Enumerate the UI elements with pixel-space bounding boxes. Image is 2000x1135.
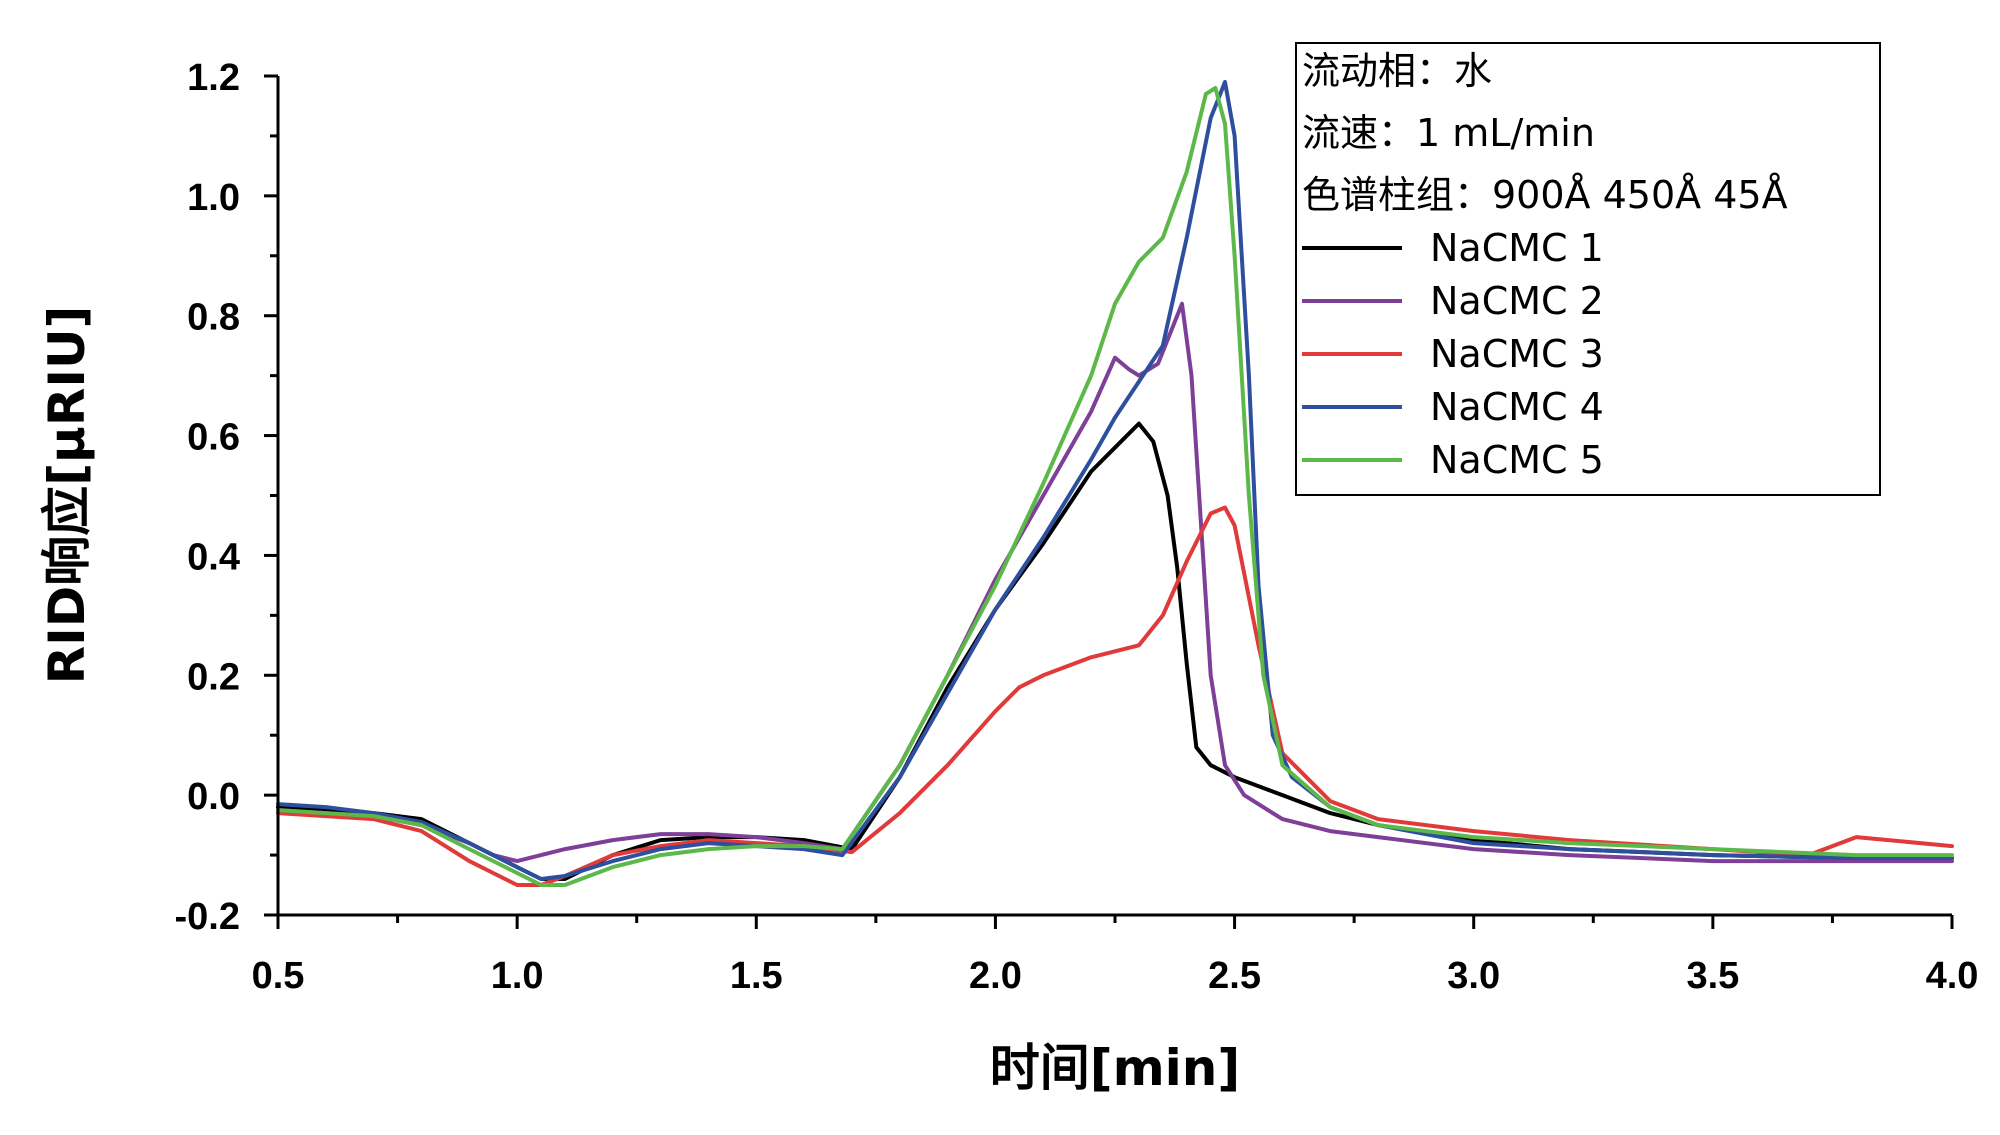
x-tick-label: 3.0 <box>1447 955 1500 997</box>
legend-label-1: NaCMC 1 <box>1430 226 1604 270</box>
x-tick-label: 4.0 <box>1926 955 1979 997</box>
legend-note-mobile-phase: 流动相：水 <box>1302 49 1492 93</box>
y-tick-label: 0.0 <box>187 776 240 818</box>
y-tick-label: 0.2 <box>187 656 240 698</box>
legend-label-2: NaCMC 2 <box>1430 279 1604 323</box>
legend-note-columns: 色谱柱组：900Å 450Å 45Å <box>1302 173 1788 217</box>
x-axis-title: 时间[min] <box>990 1039 1241 1097</box>
legend: 流动相：水 流速：1 mL/min 色谱柱组：900Å 450Å 45Å NaC… <box>1295 42 1881 496</box>
y-tick-label: 0.4 <box>187 536 240 578</box>
legend-entries: NaCMC 1 NaCMC 2 NaCMC 3 NaCMC 4 NaCMC 5 <box>1302 226 1604 482</box>
x-tick-label: 1.0 <box>491 955 544 997</box>
y-tick-label: 1.0 <box>187 177 240 219</box>
legend-label-3: NaCMC 3 <box>1430 332 1604 376</box>
x-tick-label: 3.5 <box>1686 955 1739 997</box>
x-tick-label: 0.5 <box>252 955 305 997</box>
x-tick-label: 2.0 <box>969 955 1022 997</box>
legend-box <box>1295 42 1881 496</box>
y-tick-label: 1.2 <box>187 57 240 99</box>
series-lines <box>276 80 1954 887</box>
legend-label-4: NaCMC 4 <box>1430 385 1604 429</box>
legend-label-5: NaCMC 5 <box>1430 438 1604 482</box>
y-tick-label: -0.2 <box>175 896 240 938</box>
y-tick-label: 0.6 <box>187 417 240 459</box>
y-axis-title: RID响应[μRIU] <box>38 306 96 685</box>
y-tick-label: 0.8 <box>187 297 240 339</box>
series-line-5 <box>276 86 1954 887</box>
x-tick-label: 2.5 <box>1208 955 1261 997</box>
x-tick-label: 1.5 <box>730 955 783 997</box>
series-line-2 <box>276 301 1954 864</box>
y-ticks: -0.2 0.0 0.2 0.4 0.6 0.8 1.0 1.2 <box>175 57 278 938</box>
legend-note-flow-rate: 流速：1 mL/min <box>1302 111 1595 155</box>
x-ticks: 0.5 1.0 1.5 2.0 2.5 3.0 3.5 4.0 <box>252 915 1979 997</box>
